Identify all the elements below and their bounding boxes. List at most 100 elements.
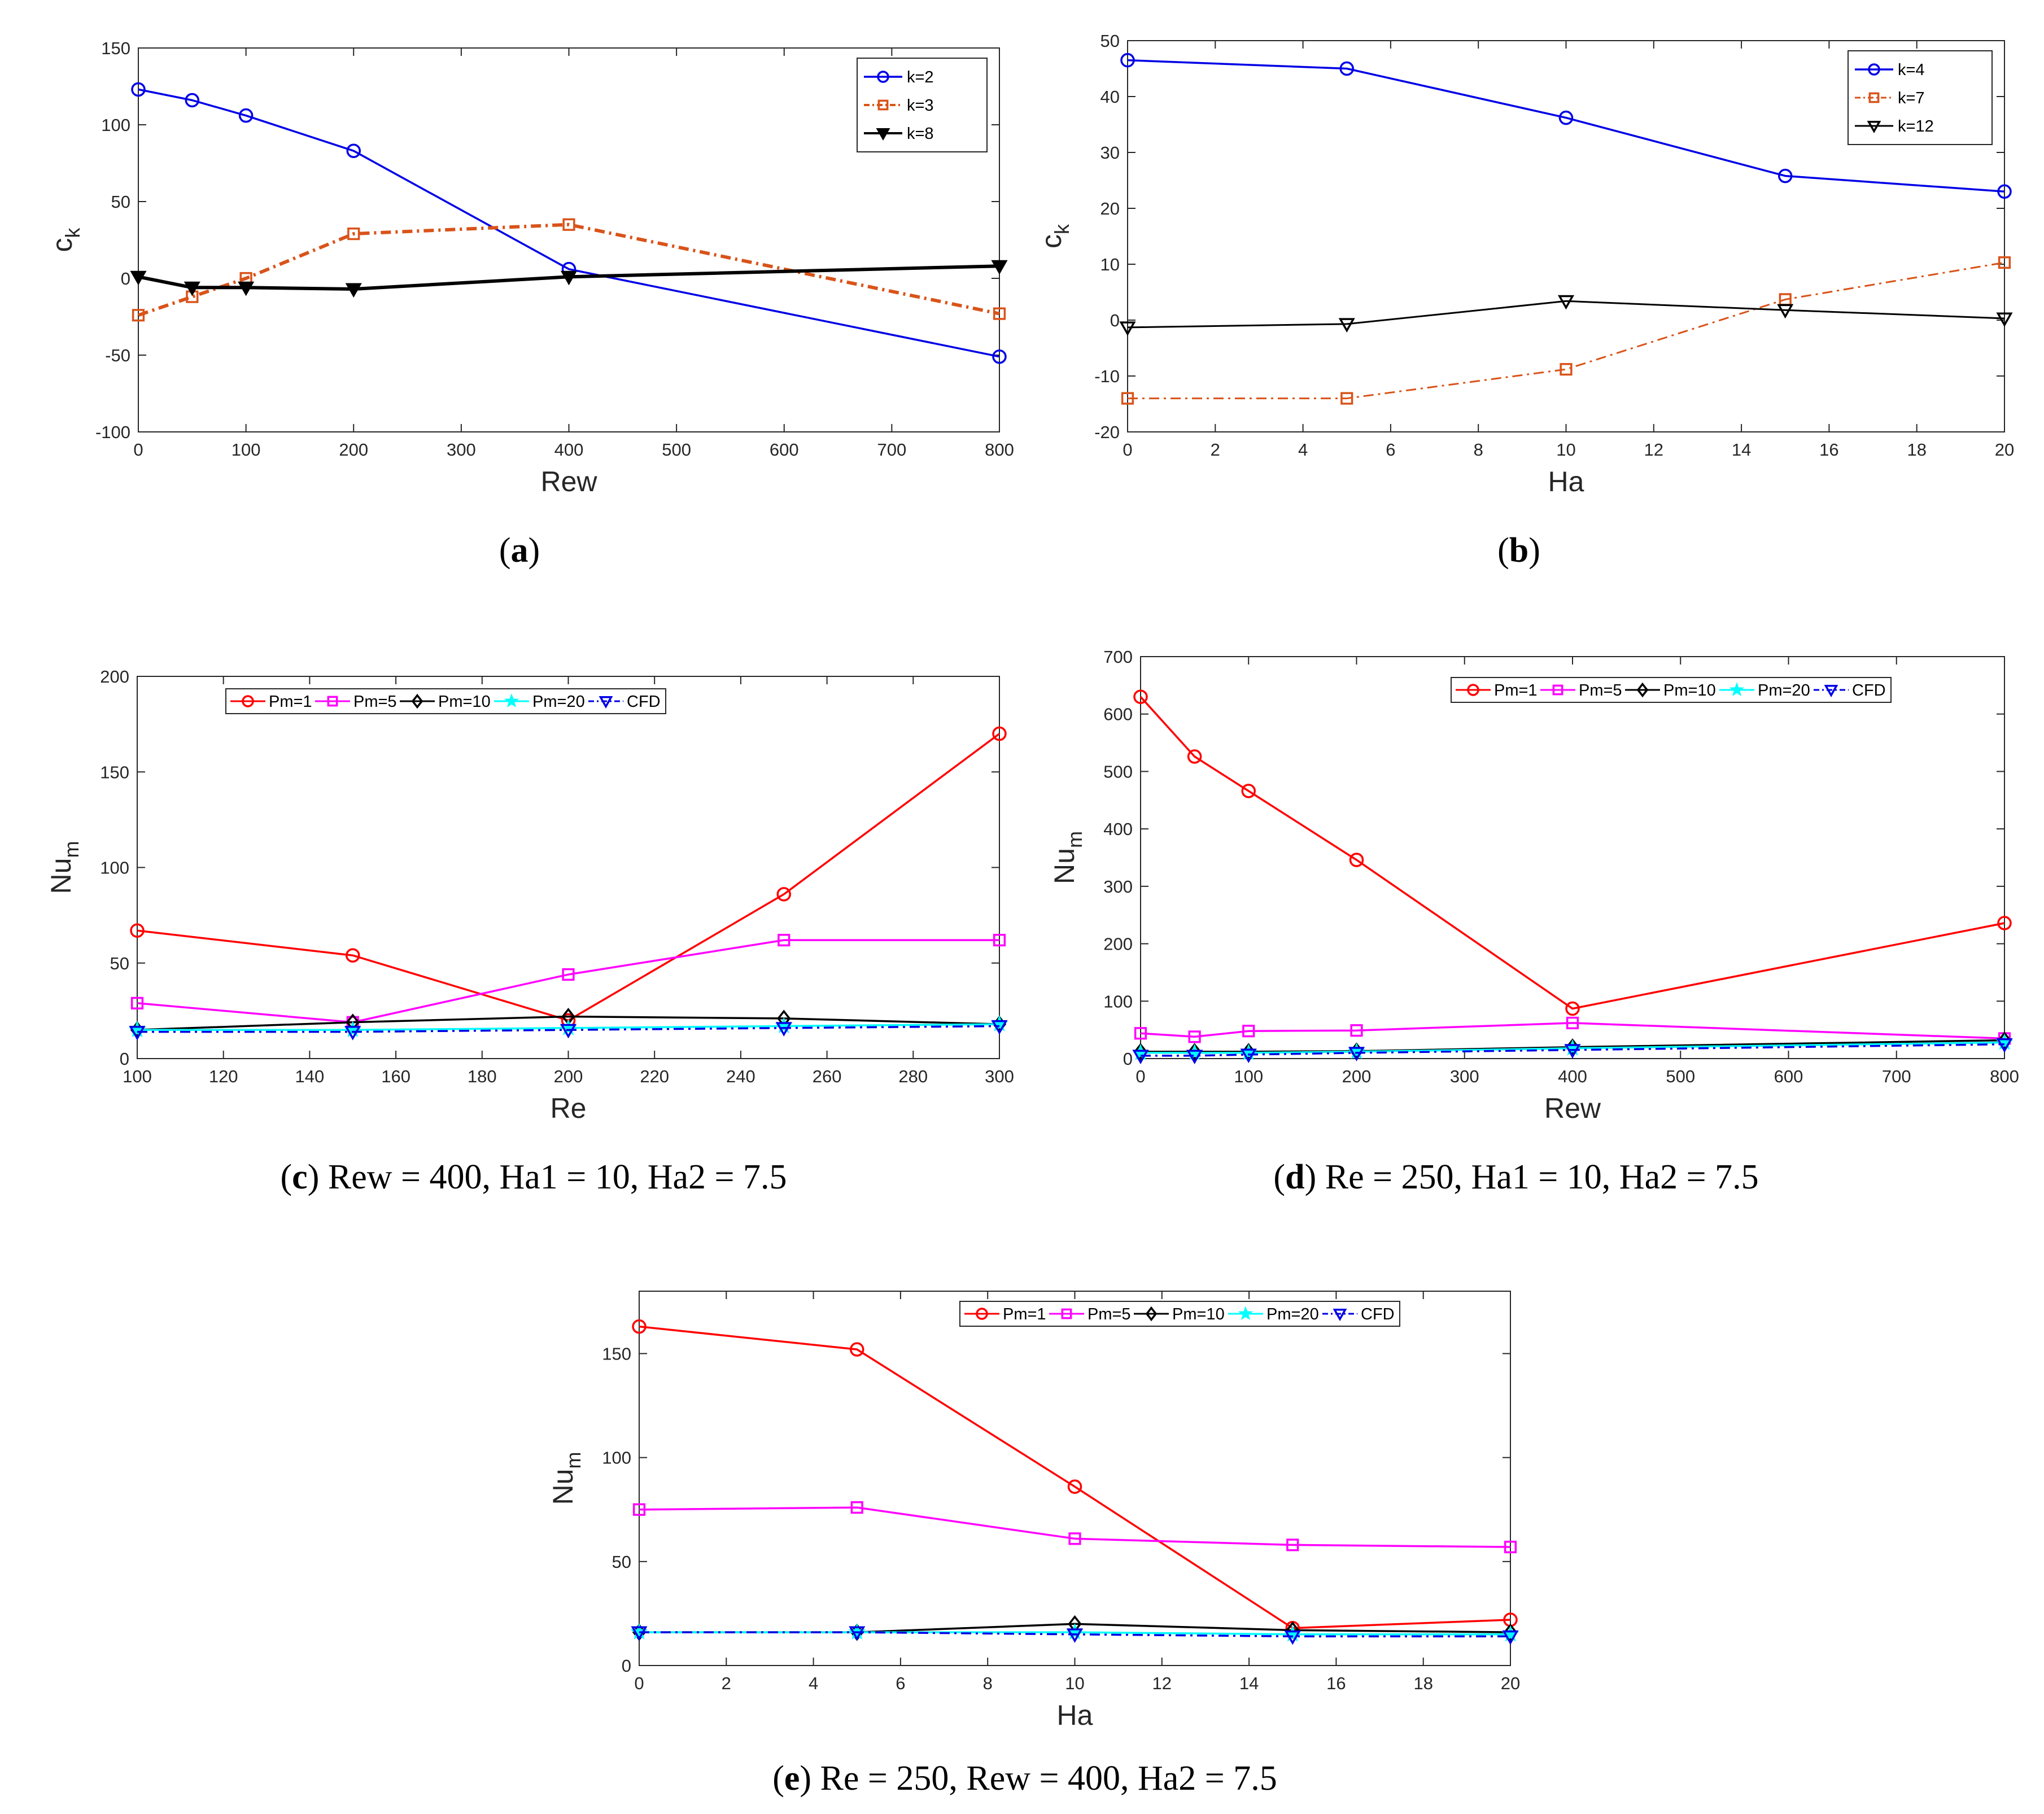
x-tick-label: 800 xyxy=(985,440,1014,460)
y-tick-label: -100 xyxy=(95,422,130,442)
y-tick-label: 200 xyxy=(100,667,129,687)
x-tick-label: 0 xyxy=(1135,1066,1145,1086)
data-point xyxy=(1187,1043,1202,1061)
y-tick-label: 0 xyxy=(1110,311,1120,330)
y-tick-label: 300 xyxy=(1103,877,1133,897)
data-point xyxy=(1340,392,1353,405)
x-tick-label: 160 xyxy=(381,1066,410,1086)
data-point xyxy=(1564,1044,1581,1059)
series-k=4 xyxy=(1120,53,2012,199)
data-point xyxy=(129,1026,146,1041)
data-point xyxy=(1348,1047,1365,1061)
x-tick-label: 180 xyxy=(468,1066,497,1086)
series-line xyxy=(138,222,1000,317)
legend-marker xyxy=(877,71,889,83)
legend-label: Pm=10 xyxy=(1663,681,1716,700)
data-point xyxy=(238,108,254,123)
series-line xyxy=(639,1325,1511,1629)
data-point xyxy=(562,218,575,231)
legend-label: Pm=10 xyxy=(1172,1305,1225,1323)
x-tick-label: 140 xyxy=(295,1066,325,1086)
panel-caption: (e) Re = 250, Rew = 400, Ha2 = 7.5 xyxy=(772,1759,1277,1798)
legend: k=2 k=3 k=8 xyxy=(857,58,988,152)
x-tick-label: 700 xyxy=(1882,1066,1911,1086)
x-tick-label: 500 xyxy=(662,440,691,460)
panel-caption: (d) Re = 250, Ha1 = 10, Ha2 = 7.5 xyxy=(1273,1158,1758,1196)
y-tick-label: 40 xyxy=(1100,87,1120,107)
legend-label: CFD xyxy=(1361,1305,1395,1323)
data-point xyxy=(344,1026,361,1041)
legend: k=4 k=7 k=12 xyxy=(1848,50,1993,145)
data-point xyxy=(131,82,146,97)
y-tick-label: 100 xyxy=(602,1448,631,1468)
legend-label: k=2 xyxy=(907,68,934,86)
x-tick-label: 18 xyxy=(1907,440,1926,460)
x-tick-label: 6 xyxy=(896,1673,905,1693)
legend-marker xyxy=(1636,682,1649,698)
series-CFD xyxy=(1132,1038,2013,1065)
y-tick-label: 20 xyxy=(1100,199,1120,218)
data-point xyxy=(1338,318,1355,333)
series-line xyxy=(137,1025,1000,1033)
x-tick-label: 600 xyxy=(1774,1066,1803,1086)
data-point xyxy=(562,968,575,981)
series-line xyxy=(1139,696,2005,1010)
legend-label: Pm=5 xyxy=(1087,1305,1131,1323)
data-point xyxy=(1188,1030,1201,1043)
series-Pm=20 xyxy=(630,1623,1519,1642)
y-tick-label: 150 xyxy=(602,1344,631,1364)
x-tick-label: 20 xyxy=(1995,440,2014,460)
data-point xyxy=(1339,61,1354,76)
data-point xyxy=(1067,1479,1082,1494)
x-tick-label: 0 xyxy=(133,440,143,460)
y-tick-label: 50 xyxy=(111,192,130,212)
data-point xyxy=(992,726,1007,741)
data-point xyxy=(632,1503,646,1516)
series-k=7 xyxy=(1121,256,2011,405)
data-point xyxy=(993,934,1006,947)
data-point xyxy=(1557,295,1575,310)
panel-caption: (a) xyxy=(499,531,540,570)
y-tick-label: 0 xyxy=(121,269,130,289)
y-tick-label: 50 xyxy=(1100,31,1120,51)
data-point xyxy=(1066,1628,1084,1643)
x-tick-label: 18 xyxy=(1413,1673,1432,1693)
data-point xyxy=(849,1626,866,1641)
x-tick-label: 12 xyxy=(1644,440,1663,460)
x-tick-label: 200 xyxy=(554,1066,583,1086)
data-point xyxy=(130,270,147,286)
legend: Pm=1 Pm=5 Pm=10 Pm=20 CFD xyxy=(959,1301,1400,1327)
data-point xyxy=(1068,1532,1081,1545)
data-point xyxy=(184,281,200,296)
data-point xyxy=(1502,1630,1519,1645)
plot-box xyxy=(137,676,1000,1059)
data-point xyxy=(1133,1043,1148,1061)
x-tick-label: 200 xyxy=(1342,1066,1372,1086)
data-point xyxy=(346,143,361,158)
y-tick-label: 400 xyxy=(1103,819,1133,839)
x-tick-label: 12 xyxy=(1152,1673,1172,1693)
series-line xyxy=(639,1506,1511,1548)
y-tick-label: 200 xyxy=(1103,934,1133,954)
x-tick-label: 10 xyxy=(1065,1673,1084,1693)
legend-marker xyxy=(599,696,613,709)
panel-b: 0 2 4 6 8 10 12 14 16 18 20 -20 -10 0 10 20 30 40 50 Ha ck k=… xyxy=(1036,31,2014,570)
x-tick-label: 280 xyxy=(898,1066,928,1086)
y-tick-label: 600 xyxy=(1103,705,1133,724)
data-point xyxy=(1186,1050,1203,1065)
series-line xyxy=(1127,300,2005,329)
data-point xyxy=(345,283,362,298)
data-point xyxy=(1134,1027,1147,1040)
data-point xyxy=(560,1024,577,1039)
data-point xyxy=(992,349,1007,364)
x-tick-label: 0 xyxy=(634,1673,644,1693)
legend-label: Pm=5 xyxy=(353,693,397,711)
series-line xyxy=(639,1631,1510,1638)
legend-marker xyxy=(242,695,254,707)
series-line xyxy=(1128,261,2005,400)
legend-label: Pm=1 xyxy=(269,693,312,711)
series-CFD xyxy=(129,1020,1008,1041)
x-tick-label: 240 xyxy=(726,1066,755,1086)
data-point xyxy=(130,996,144,1009)
